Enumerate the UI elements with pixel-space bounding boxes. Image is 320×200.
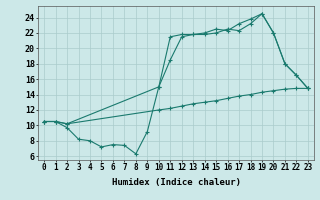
X-axis label: Humidex (Indice chaleur): Humidex (Indice chaleur) xyxy=(111,178,241,187)
